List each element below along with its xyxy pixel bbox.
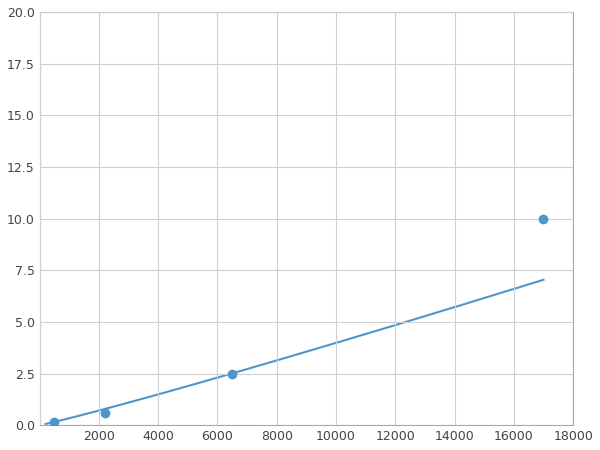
- Point: [50, 418, 59, 426]
- Point: [100, 409, 110, 416]
- Point: [227, 370, 237, 377]
- Point: [539, 215, 548, 222]
